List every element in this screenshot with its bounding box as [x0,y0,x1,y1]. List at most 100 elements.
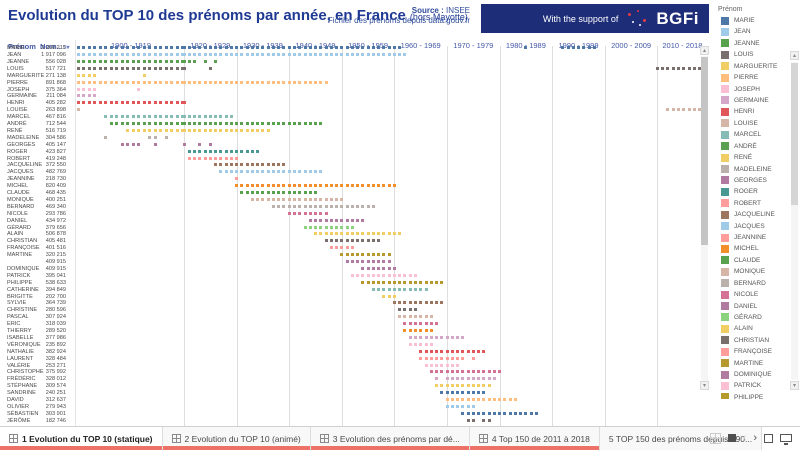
year-mark[interactable] [104,53,107,57]
year-mark[interactable] [303,184,307,188]
year-mark[interactable] [104,46,107,50]
year-mark[interactable] [671,66,675,70]
year-mark[interactable] [445,363,449,367]
year-mark[interactable] [250,80,254,84]
year-mark[interactable] [361,239,365,243]
year-mark[interactable] [419,329,423,333]
legend-item[interactable]: FRANÇOISE [712,346,772,357]
year-mark[interactable] [115,115,118,119]
year-mark[interactable] [340,239,344,243]
year-mark[interactable] [450,398,454,402]
year-mark[interactable] [445,370,449,374]
row-name-label[interactable]: BRIGITTE [7,293,33,300]
year-mark[interactable] [148,101,151,105]
row-name-label[interactable]: PASCAL [7,314,29,321]
year-mark[interactable] [261,80,265,84]
year-mark[interactable] [477,384,481,388]
year-mark[interactable] [387,260,391,264]
year-mark[interactable] [266,163,270,167]
year-mark[interactable] [429,349,433,353]
legend-item[interactable]: DOMINIQUE [712,369,772,380]
year-mark[interactable] [329,246,333,250]
year-mark[interactable] [382,287,386,291]
year-mark[interactable] [240,53,244,57]
year-mark[interactable] [450,391,454,395]
year-mark[interactable] [329,53,333,57]
row-name-label[interactable]: GEORGES [7,141,36,148]
year-mark[interactable] [277,191,281,195]
row-count-value[interactable]: 891 868 [45,79,66,86]
row-count-value[interactable]: 517 721 [45,65,66,72]
year-mark[interactable] [592,46,596,50]
year-mark[interactable] [214,53,218,57]
year-mark[interactable] [131,46,135,50]
display-icon[interactable] [780,434,792,445]
year-mark[interactable] [392,46,396,50]
year-mark[interactable] [471,398,475,402]
year-mark[interactable] [371,266,375,270]
year-mark[interactable] [461,391,465,395]
sheet-tab[interactable]: 5 TOP 150 des prénoms depuis 190... [599,427,763,450]
row-count-value[interactable]: 409 915 [45,265,66,272]
year-mark[interactable] [435,377,438,381]
year-mark[interactable] [250,191,254,195]
year-mark[interactable] [356,204,360,208]
year-mark[interactable] [445,356,449,360]
year-mark[interactable] [419,335,423,339]
year-mark[interactable] [271,80,275,84]
year-mark[interactable] [382,184,386,188]
sheet-tab[interactable]: 1 Evolution du TOP 10 (statique) [0,427,163,450]
row-name-label[interactable]: MICHEL [7,183,29,190]
year-mark[interactable] [371,273,375,277]
year-mark[interactable] [335,204,338,208]
year-mark[interactable] [424,301,428,305]
year-mark[interactable] [503,411,507,415]
year-mark[interactable] [266,122,270,126]
year-mark[interactable] [298,46,302,50]
year-mark[interactable] [224,170,228,174]
row-count-value[interactable]: 211 084 [46,93,66,100]
year-mark[interactable] [371,53,375,57]
year-mark[interactable] [245,80,249,84]
year-mark[interactable] [377,266,381,270]
layout-single-icon[interactable] [727,434,736,442]
year-mark[interactable] [277,53,281,57]
row-count-value[interactable]: 218 730 [45,176,66,183]
year-mark[interactable] [655,66,659,70]
year-mark[interactable] [170,59,173,63]
year-mark[interactable] [361,273,365,277]
year-mark[interactable] [487,370,491,374]
year-mark[interactable] [424,349,428,353]
legend-item[interactable]: LOUISE [712,118,758,129]
row-count-value[interactable]: 405 481 [45,238,66,245]
year-mark[interactable] [219,156,223,160]
year-mark[interactable] [435,370,438,374]
year-mark[interactable] [293,80,296,84]
year-mark[interactable] [137,66,140,70]
year-mark[interactable] [266,191,270,195]
year-mark[interactable] [466,398,470,402]
year-mark[interactable] [261,197,265,201]
year-mark[interactable] [159,80,162,84]
year-mark[interactable] [104,101,107,105]
year-mark[interactable] [229,163,233,167]
row-name-label[interactable]: FRÉDÉRIC [7,376,36,383]
year-mark[interactable] [350,184,354,188]
year-mark[interactable] [93,46,96,50]
year-mark[interactable] [350,225,354,229]
year-mark[interactable] [382,273,386,277]
year-mark[interactable] [131,53,135,57]
sheet-tab[interactable]: 3 Evolution des prénoms par dé... [310,427,470,450]
legend-item[interactable]: ALAIN [712,323,753,334]
row-name-label[interactable]: MARIE [7,45,25,52]
row-name-label[interactable]: BERNARD [7,203,35,210]
year-mark[interactable] [387,266,391,270]
year-mark[interactable] [208,46,212,50]
year-mark[interactable] [335,232,338,236]
year-mark[interactable] [142,80,146,84]
year-mark[interactable] [477,411,481,415]
year-mark[interactable] [245,184,249,188]
year-mark[interactable] [324,46,328,50]
year-mark[interactable] [477,377,481,381]
year-mark[interactable] [466,418,470,422]
